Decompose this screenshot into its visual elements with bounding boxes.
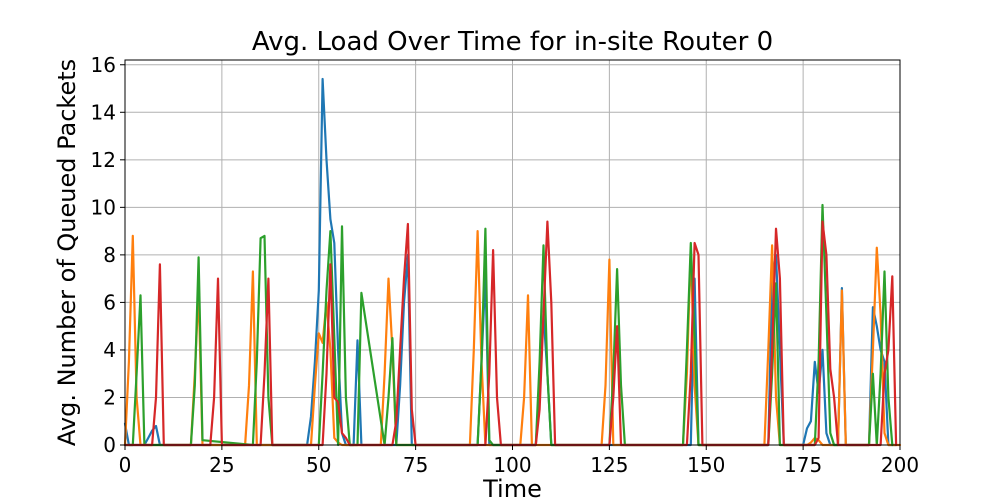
y-tick-label: 4 — [103, 338, 116, 362]
y-tick-label: 14 — [91, 100, 116, 124]
y-tick-label: 12 — [91, 148, 116, 172]
x-tick-label: 150 — [687, 453, 725, 477]
y-tick-label: 2 — [103, 385, 116, 409]
x-tick-label: 25 — [209, 453, 234, 477]
y-tick-label: 16 — [91, 53, 116, 77]
series-line-3 — [123, 203, 894, 447]
y-axis-label: Avg. Number of Queued Packets — [53, 59, 81, 446]
x-tick-label: 0 — [119, 453, 132, 477]
chart-title: Avg. Load Over Time for in-site Router 0 — [252, 27, 773, 57]
y-tick-label: 0 — [103, 433, 116, 457]
x-tick-label: 100 — [493, 453, 531, 477]
y-tick-label: 6 — [103, 290, 116, 314]
x-tick-label: 75 — [403, 453, 428, 477]
series-layer — [123, 77, 902, 447]
x-tick-label: 50 — [306, 453, 331, 477]
x-tick-label: 175 — [784, 453, 822, 477]
series-line-1 — [123, 77, 898, 447]
x-axis-label: Time — [482, 475, 542, 500]
grid-layer — [124, 60, 901, 446]
y-tick-label: 10 — [91, 195, 116, 219]
tick-layer: 0 25 50 75 100 125 150 175 200 0 2 4 6 8 10 12 14 16 — [91, 53, 920, 477]
x-tick-label: 200 — [881, 453, 919, 477]
x-tick-label: 125 — [590, 453, 628, 477]
y-tick-label: 8 — [103, 243, 116, 267]
series-line-4 — [123, 220, 898, 447]
